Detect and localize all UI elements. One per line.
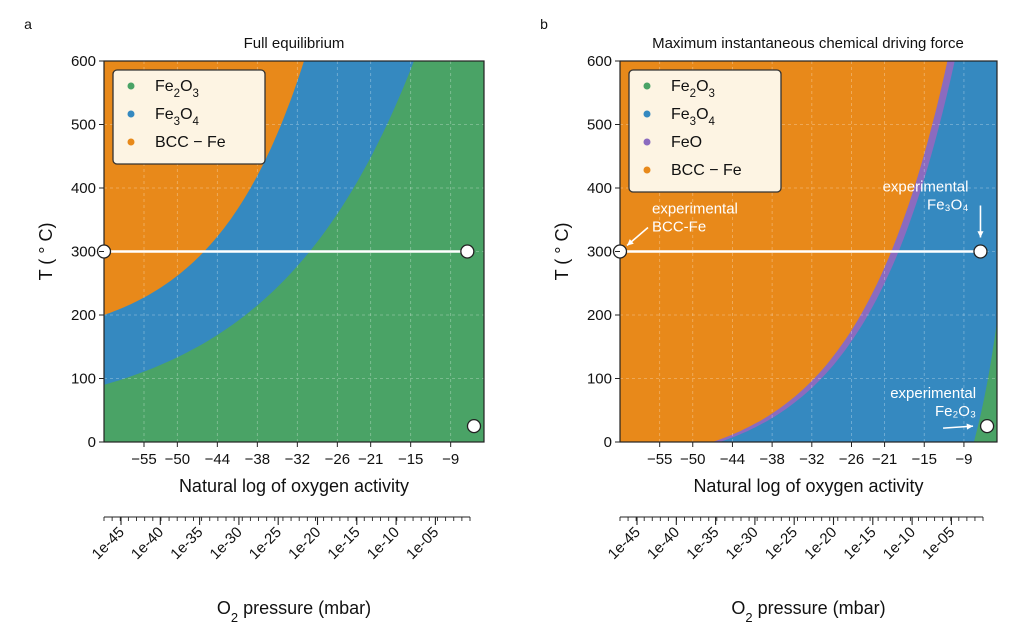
legend-entry-2: BCC − Fe xyxy=(155,134,226,151)
secondary-tick-label: 1e-25 xyxy=(762,524,801,563)
secondary-tick-label: 1e-05 xyxy=(403,524,442,563)
annotation-label-1: experimental Fe₃O₄ xyxy=(883,179,969,214)
legend-box xyxy=(112,69,266,165)
x-tick-label: −26 xyxy=(325,451,350,468)
legend-entry-2: FeO xyxy=(671,134,702,151)
x-tick-label: −15 xyxy=(398,451,423,468)
region-fe2o3 xyxy=(973,321,997,442)
x-tick-label: −21 xyxy=(872,451,897,468)
secondary-tick-label: 1e-25 xyxy=(246,524,285,563)
secondary-tick-label: 1e-30 xyxy=(207,524,246,563)
secondary-tick-label: 1e-05 xyxy=(919,524,958,563)
x-tick-label: −9 xyxy=(442,451,459,468)
legend-marker xyxy=(643,138,651,146)
legend-marker xyxy=(127,110,135,118)
secondary-tick-label: 1e-15 xyxy=(324,524,363,563)
y-axis-label: T ( ° C) xyxy=(552,223,572,281)
x-tick-label: −55 xyxy=(647,451,672,468)
annotation-arrowhead-0 xyxy=(627,239,634,246)
y-tick-label: 500 xyxy=(587,117,612,134)
x-tick-label: −38 xyxy=(759,451,784,468)
panel-letter: b xyxy=(540,16,548,32)
y-tick-label: 200 xyxy=(71,307,96,324)
experimental-point-1 xyxy=(460,244,475,259)
x-tick-label: −44 xyxy=(720,451,745,468)
y-tick-label: 400 xyxy=(71,180,96,197)
secondary-tick-label: 1e-40 xyxy=(644,524,683,563)
y-tick-label: 200 xyxy=(587,307,612,324)
legend-entry-1: Fe3O4 xyxy=(155,106,200,128)
legend-marker xyxy=(127,82,135,90)
annotation-arrowhead-1 xyxy=(977,231,984,238)
x-tick-label: −44 xyxy=(205,451,230,468)
region-fe2o3 xyxy=(104,61,484,442)
x-tick-label: −32 xyxy=(285,451,310,468)
y-axis-label: T ( ° C) xyxy=(36,223,56,281)
annotation-arrowhead-2 xyxy=(966,423,974,430)
legend-entry-0: Fe2O3 xyxy=(671,78,715,100)
experimental-point-2 xyxy=(466,418,482,434)
x-tick-label: −50 xyxy=(680,451,705,468)
x-tick-label: −15 xyxy=(912,451,937,468)
legend-marker xyxy=(643,166,651,174)
panel-letter: a xyxy=(24,16,32,32)
y-tick-label: 400 xyxy=(587,180,612,197)
panel-title: Full equilibrium xyxy=(244,35,345,52)
secondary-axis-label: O2 pressure (mbar) xyxy=(217,598,371,625)
secondary-tick-label: 1e-35 xyxy=(683,524,722,563)
legend-entry-1: Fe3O4 xyxy=(671,106,716,128)
legend-marker xyxy=(643,82,651,90)
legend-marker xyxy=(127,138,135,146)
y-tick-label: 100 xyxy=(587,371,612,388)
legend-marker xyxy=(643,110,651,118)
experimental-point-1 xyxy=(973,244,988,259)
x-tick-label: −21 xyxy=(358,451,383,468)
x-tick-label: −9 xyxy=(955,451,972,468)
y-tick-label: 500 xyxy=(71,117,96,134)
panel-a: −55 −50 −44 −38 −32 −26 −21 −15 −9 0 100 200 300 400 5… xyxy=(24,16,485,625)
y-tick-label: 600 xyxy=(71,53,96,70)
y-tick-label: 600 xyxy=(587,53,612,70)
annotation-label-0: experimental BCC-Fe xyxy=(652,201,738,236)
secondary-tick-label: 1e-20 xyxy=(285,524,324,563)
secondary-tick-label: 1e-30 xyxy=(723,524,762,563)
y-tick-label: 0 xyxy=(88,434,96,451)
experimental-point-2 xyxy=(979,418,995,434)
y-tick-label: 0 xyxy=(604,434,612,451)
y-tick-label: 100 xyxy=(71,371,96,388)
secondary-axis-label: O2 pressure (mbar) xyxy=(731,598,885,625)
secondary-tick-label: 1e-45 xyxy=(605,524,644,563)
legend-entry-0: Fe2O3 xyxy=(155,78,199,100)
x-tick-label: −50 xyxy=(165,451,190,468)
region-fe3o4 xyxy=(719,61,997,442)
secondary-tick-label: 1e-10 xyxy=(880,524,919,563)
y-tick-label: 300 xyxy=(587,244,612,261)
x-tick-label: −32 xyxy=(799,451,824,468)
x-axis-label: Natural log of oxygen activity xyxy=(179,476,409,496)
x-tick-label: −26 xyxy=(839,451,864,468)
panel-b: −55 −50 −44 −38 −32 −26 −21 −15 −9 0 100 200 300 400 5… xyxy=(540,16,998,625)
secondary-tick-label: 1e-20 xyxy=(801,524,840,563)
secondary-tick-label: 1e-40 xyxy=(128,524,167,563)
secondary-tick-label: 1e-15 xyxy=(840,524,879,563)
y-tick-label: 300 xyxy=(71,244,96,261)
panel-title: Maximum instantaneous chemical driving f… xyxy=(652,35,964,52)
x-axis-label: Natural log of oxygen activity xyxy=(693,476,923,496)
secondary-tick-label: 1e-45 xyxy=(89,524,128,563)
legend-box xyxy=(628,69,782,193)
annotation-label-2: experimental Fe₂O₃ xyxy=(890,385,976,420)
x-tick-label: −38 xyxy=(245,451,270,468)
legend-entry-3: BCC − Fe xyxy=(671,162,742,179)
secondary-tick-label: 1e-10 xyxy=(364,524,403,563)
secondary-tick-label: 1e-35 xyxy=(167,524,206,563)
x-tick-label: −55 xyxy=(131,451,156,468)
